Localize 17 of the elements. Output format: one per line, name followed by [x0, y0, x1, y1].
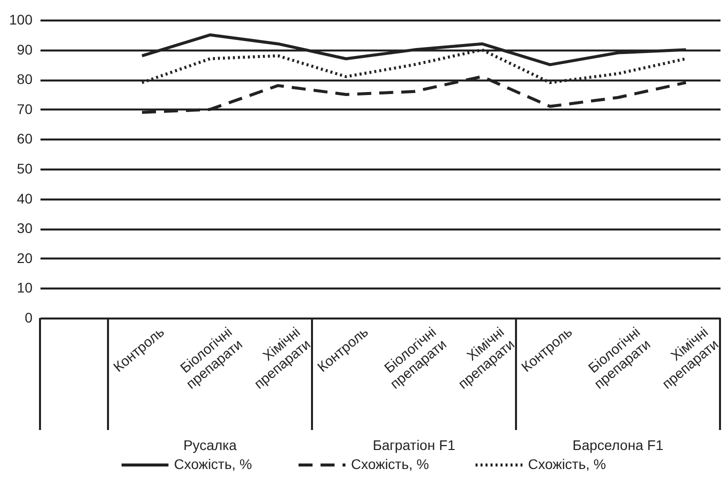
y-tick-label: 20 [16, 250, 33, 266]
text: Русалка [183, 437, 237, 453]
y-tick-label: 100 [9, 12, 33, 28]
y-tick-label: 50 [16, 160, 33, 176]
y-tick-label: 30 [16, 220, 33, 236]
text: Барселона F1 [572, 437, 664, 453]
y-tick-label: 70 [16, 100, 33, 117]
text: Багратіон F1 [372, 437, 456, 453]
y-tick-label: 40 [16, 190, 33, 206]
legend-label: Схожість, % [174, 456, 252, 472]
legend-label: Схожість, % [351, 456, 429, 472]
legend-label: Схожість, % [528, 456, 606, 472]
y-tick-label: 0 [24, 310, 33, 326]
y-tick-label: 80 [16, 71, 33, 88]
y-tick-label: 60 [16, 130, 33, 147]
y-tick-label: 90 [16, 41, 33, 58]
y-tick-label: 10 [16, 280, 33, 296]
